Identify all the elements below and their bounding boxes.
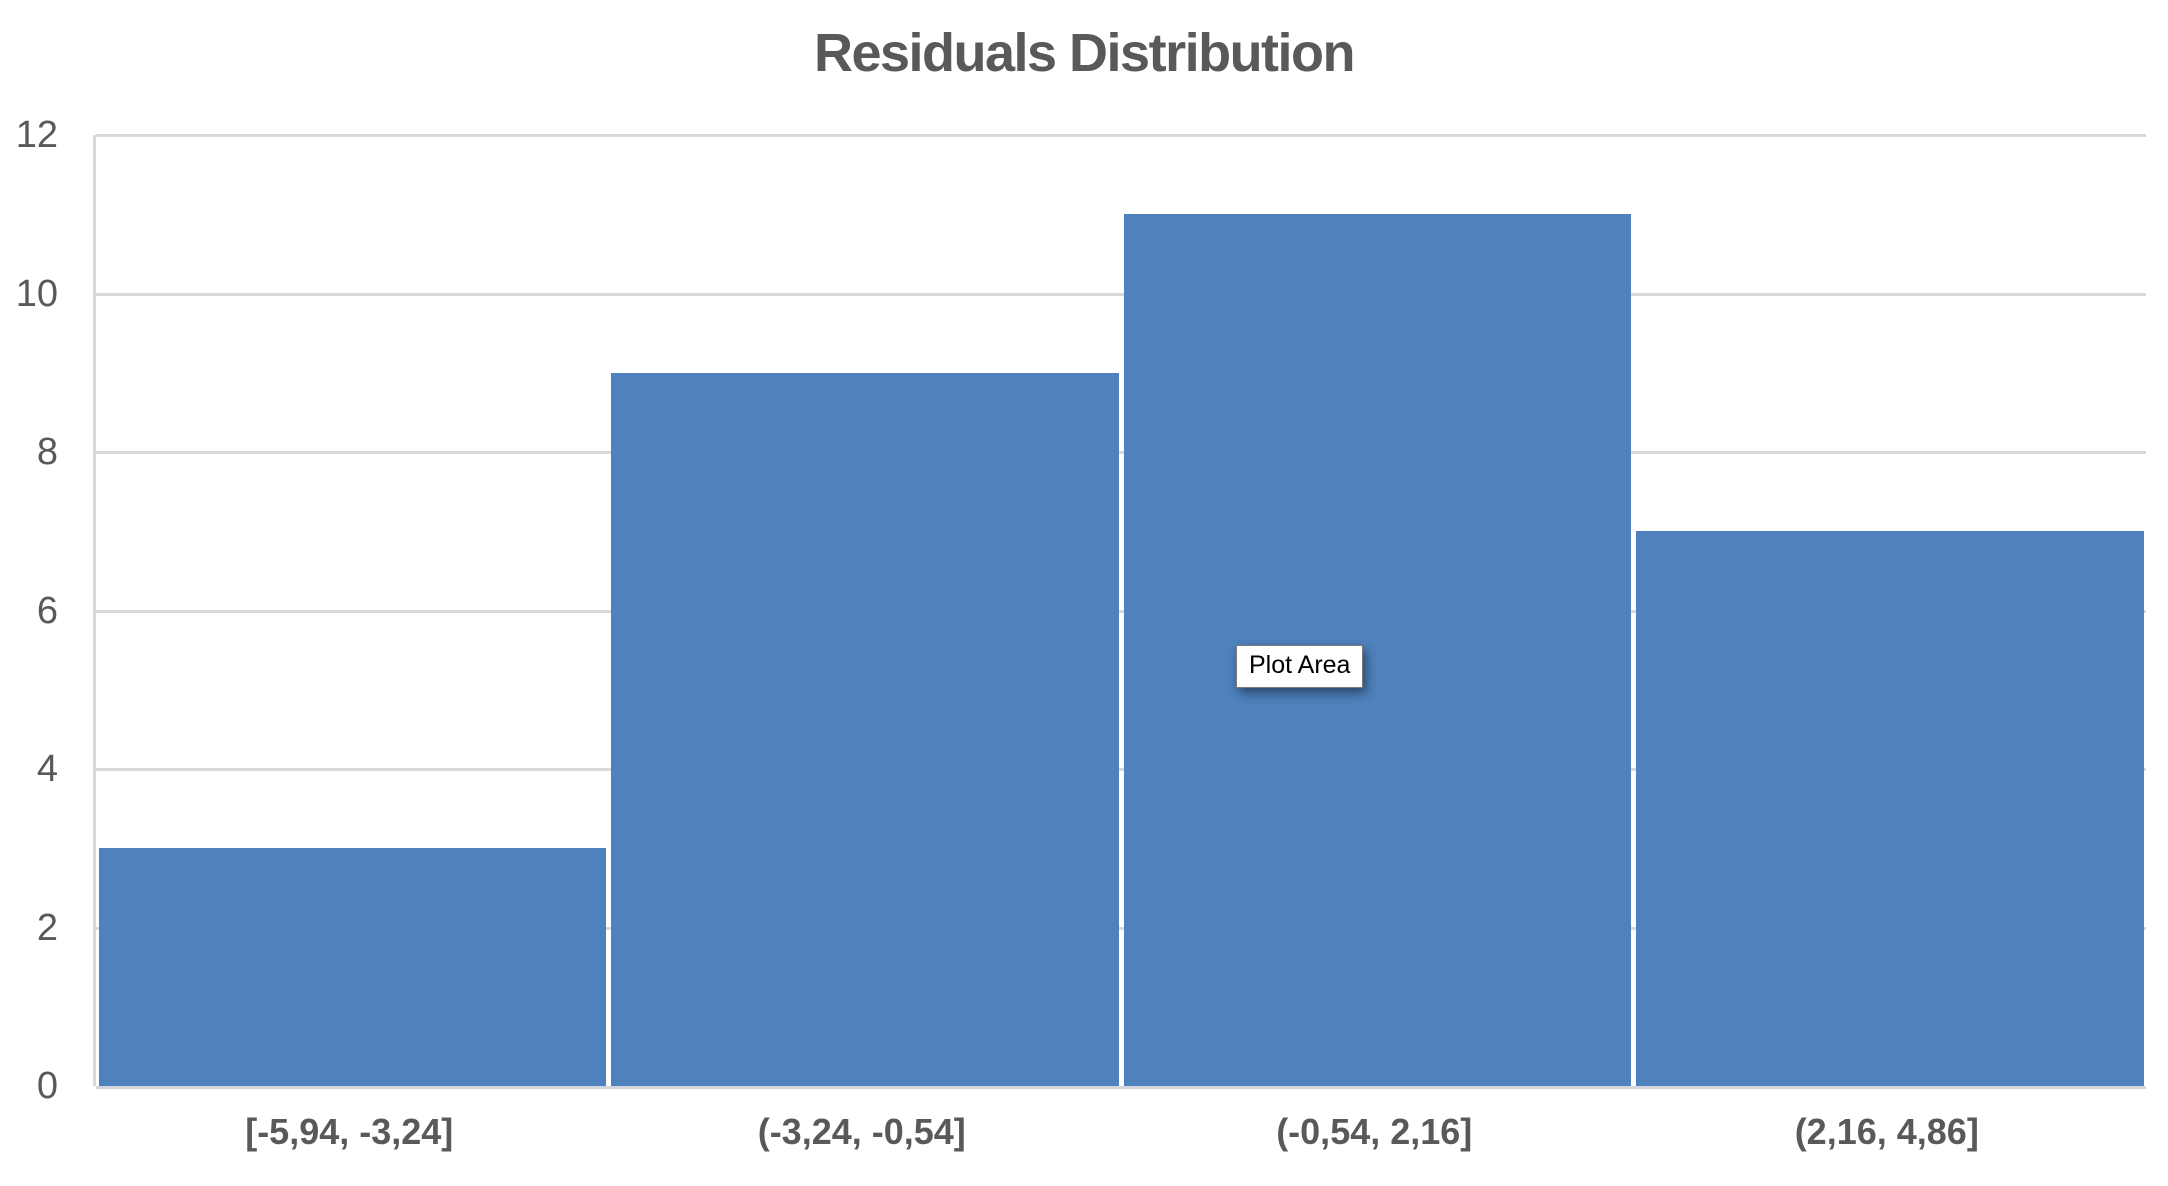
x-tick-label-2: (-3,24, -0,54] [757, 1111, 966, 1152]
y-tick-label-2: 2 [36, 906, 58, 949]
gridline-y-6 [96, 609, 2146, 613]
y-tick-label-4: 4 [36, 748, 58, 790]
gridline-y-8 [96, 451, 2146, 454]
histogram-bar-1[interactable] [98, 848, 606, 1086]
gridline-y-10 [96, 292, 2146, 296]
plot-area-tooltip: Plot Area [1236, 645, 1364, 688]
chart-title: Residuals Distribution [813, 23, 1356, 83]
gridline-y-2 [96, 926, 2146, 930]
y-tick-label-8: 8 [36, 431, 58, 473]
histogram-bar-4[interactable] [1636, 531, 2144, 1086]
x-tick-label-1: [-5,94, -3,24] [245, 1111, 454, 1152]
gridline-y-12 [96, 134, 2146, 137]
x-tick-label-3: (-0,54, 2,16] [1276, 1111, 1473, 1152]
histogram-bar-2[interactable] [611, 372, 1119, 1086]
y-tick-label-0: 0 [36, 1065, 58, 1107]
y-tick-label-6: 6 [36, 589, 58, 632]
histogram-bar-3[interactable] [1123, 214, 1631, 1086]
x-axis-line [96, 1086, 2146, 1089]
plot-area[interactable]: Plot Area [93, 134, 2146, 1089]
y-tick-label-10: 10 [15, 272, 58, 315]
x-tick-label-4: (2,16, 4,86] [1794, 1111, 1979, 1152]
gridline-y-4 [96, 768, 2146, 771]
y-tick-label-12: 12 [15, 114, 58, 156]
